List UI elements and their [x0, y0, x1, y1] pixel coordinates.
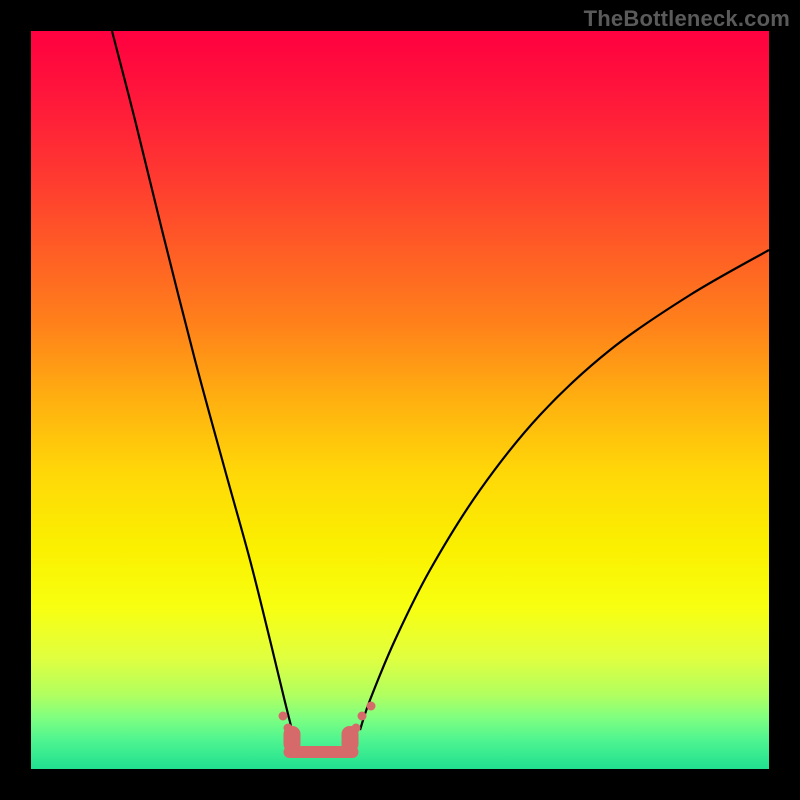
watermark-text: TheBottleneck.com [584, 6, 790, 32]
gradient-background [31, 31, 769, 769]
chart-container: TheBottleneck.com [0, 0, 800, 800]
bottleneck-curve-chart [0, 0, 800, 800]
